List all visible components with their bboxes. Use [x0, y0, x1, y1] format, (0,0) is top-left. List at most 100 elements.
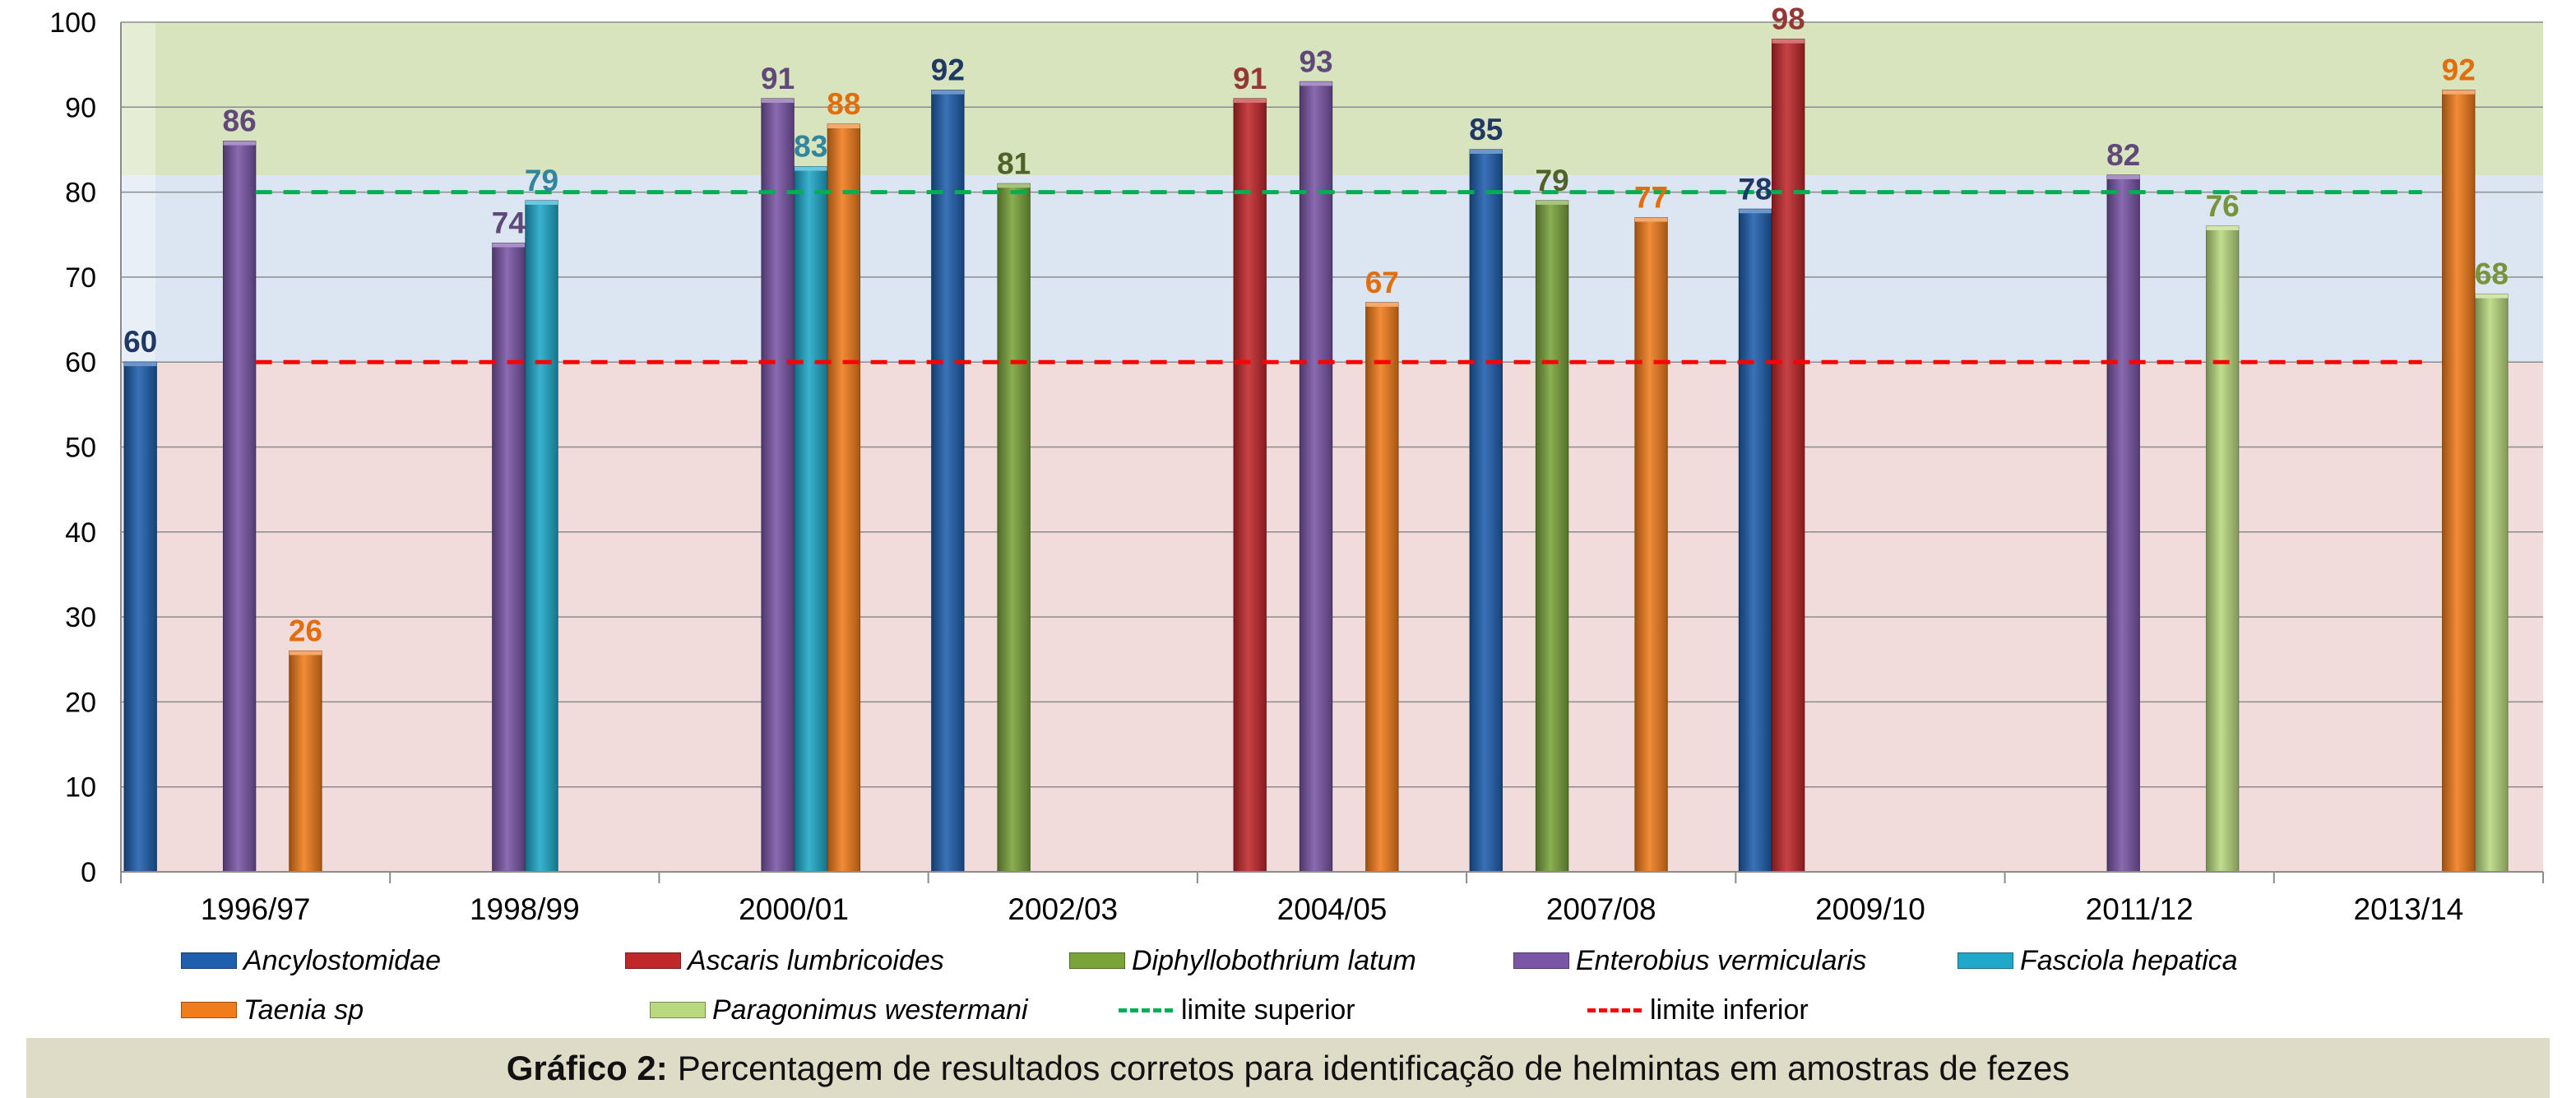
bar-top-highlight [997, 183, 1031, 188]
legend: Ancylostomidae Ascaris lumbricoides Diph… [181, 936, 2402, 1035]
bar-top-highlight [2107, 174, 2140, 179]
legend-swatch [625, 952, 681, 969]
y-tick-label: 70 [65, 262, 96, 294]
legend-swatch [181, 952, 237, 969]
data-label: 78 [1738, 172, 1772, 206]
legend-dash [1119, 1008, 1173, 1012]
x-tick-label: 2009/10 [1815, 892, 1925, 926]
bar-top-highlight [492, 243, 526, 248]
x-tick-label: 2002/03 [1008, 892, 1118, 926]
data-label: 93 [1299, 44, 1332, 78]
bar [2205, 225, 2240, 873]
data-label: 85 [1469, 113, 1503, 146]
legend-label: Enterobius vermicularis [1576, 944, 1867, 976]
data-label: 79 [525, 164, 558, 197]
legend-item-taenia-sp: Taenia sp [181, 994, 650, 1026]
data-label: 60 [123, 325, 157, 359]
data-label: 67 [1365, 266, 1399, 299]
legend-row-1: Ancylostomidae Ascaris lumbricoides Diph… [181, 936, 2402, 985]
legend-swatch [650, 1002, 706, 1018]
bar [123, 361, 157, 873]
bar [1738, 208, 1772, 873]
data-label: 92 [931, 53, 965, 87]
bar [1469, 149, 1503, 873]
bar-top-highlight [931, 90, 965, 95]
legend-label: Taenia sp [243, 994, 364, 1026]
data-label: 68 [2475, 257, 2509, 291]
x-tick-label: 2007/08 [1546, 892, 1656, 926]
legend-label: Fasciola hepatica [2020, 944, 2238, 976]
bar [1771, 39, 1805, 873]
bar-top-highlight [525, 200, 558, 205]
legend-dash [1587, 1008, 1642, 1012]
bar-top-highlight [2475, 294, 2509, 299]
y-tick-label: 50 [65, 433, 96, 464]
bar-top-highlight [289, 651, 322, 656]
y-tick-label: 60 [65, 347, 96, 378]
legend-label: Paragonimus westermani [712, 994, 1028, 1026]
legend-label: Ancylostomidae [243, 944, 442, 976]
legend-label: Diphyllobothrium latum [1132, 944, 1416, 976]
legend-label: limite superior [1181, 994, 1355, 1026]
data-label: 26 [289, 614, 322, 647]
reference-lines [255, 190, 2422, 364]
bar [1365, 302, 1399, 873]
data-label: 92 [2442, 53, 2476, 87]
data-label: 74 [492, 206, 526, 240]
bar [1233, 98, 1267, 873]
caption-prefix: Gráfico 2: [506, 1048, 668, 1087]
y-tick-label: 100 [49, 7, 96, 39]
bar [525, 200, 558, 873]
y-tick-label: 20 [65, 687, 96, 718]
y-tick-label: 80 [65, 178, 96, 209]
x-tick-label: 2004/05 [1277, 892, 1388, 926]
y-tick-label: 90 [65, 92, 96, 123]
x-tick-label: 1998/99 [470, 892, 580, 926]
bar-top-highlight [1536, 200, 1568, 205]
legend-label: limite inferior [1650, 994, 1809, 1026]
data-label: 98 [1772, 2, 1805, 36]
bar [827, 123, 861, 873]
legend-item-paragonimus-westermani: Paragonimus westermani [650, 994, 1119, 1026]
bar [997, 183, 1031, 873]
legend-swatch [181, 1002, 237, 1018]
bar-top-highlight [2206, 225, 2239, 230]
bar-top-highlight [1739, 209, 1772, 214]
bars [123, 39, 2509, 873]
data-label: 91 [1233, 62, 1267, 95]
bar [1634, 217, 1668, 873]
legend-swatch [1957, 952, 2013, 969]
bar-top-highlight [1470, 149, 1503, 154]
x-tick-label: 2011/12 [2086, 892, 2194, 926]
bar-top-highlight [1234, 98, 1267, 103]
bar-chart: 0 10 20 30 40 50 60 70 80 90 100 1996/97 1998/99 2000… [49, 2, 2544, 926]
bar [1535, 200, 1569, 873]
bar [492, 243, 526, 873]
bar-top-highlight [827, 123, 860, 128]
bar-top-highlight [2442, 90, 2475, 95]
data-label: 88 [827, 87, 860, 121]
bar-top-highlight [761, 98, 795, 103]
legend-swatch [1069, 952, 1125, 969]
legend-item-limite-superior: limite superior [1119, 994, 1587, 1026]
bar-top-highlight [795, 166, 827, 171]
data-label: 86 [223, 104, 257, 138]
data-labels: 60 92 85 78 91 98 81 79 86 74 91 93 82 79 83 26 88 67 77 92… [123, 2, 2509, 648]
y-tick-label: 10 [65, 772, 96, 804]
data-label: 81 [997, 146, 1031, 180]
x-tick-label: 2013/14 [2354, 892, 2464, 926]
x-tick-label: 1996/97 [201, 892, 311, 926]
data-label: 77 [1634, 181, 1668, 215]
bar [1299, 81, 1333, 873]
y-tick-label: 30 [65, 602, 96, 633]
bar-top-highlight [124, 362, 157, 367]
bar [2106, 174, 2140, 873]
legend-row-2: Taenia sp Paragonimus westermani limite … [181, 985, 2402, 1035]
bar-top-highlight [1365, 302, 1399, 307]
bar-top-highlight [223, 141, 256, 146]
bar-top-highlight [1634, 217, 1668, 222]
data-label: 91 [761, 62, 795, 95]
data-label: 82 [2106, 138, 2140, 172]
bar [289, 650, 322, 873]
bar [2475, 294, 2509, 873]
